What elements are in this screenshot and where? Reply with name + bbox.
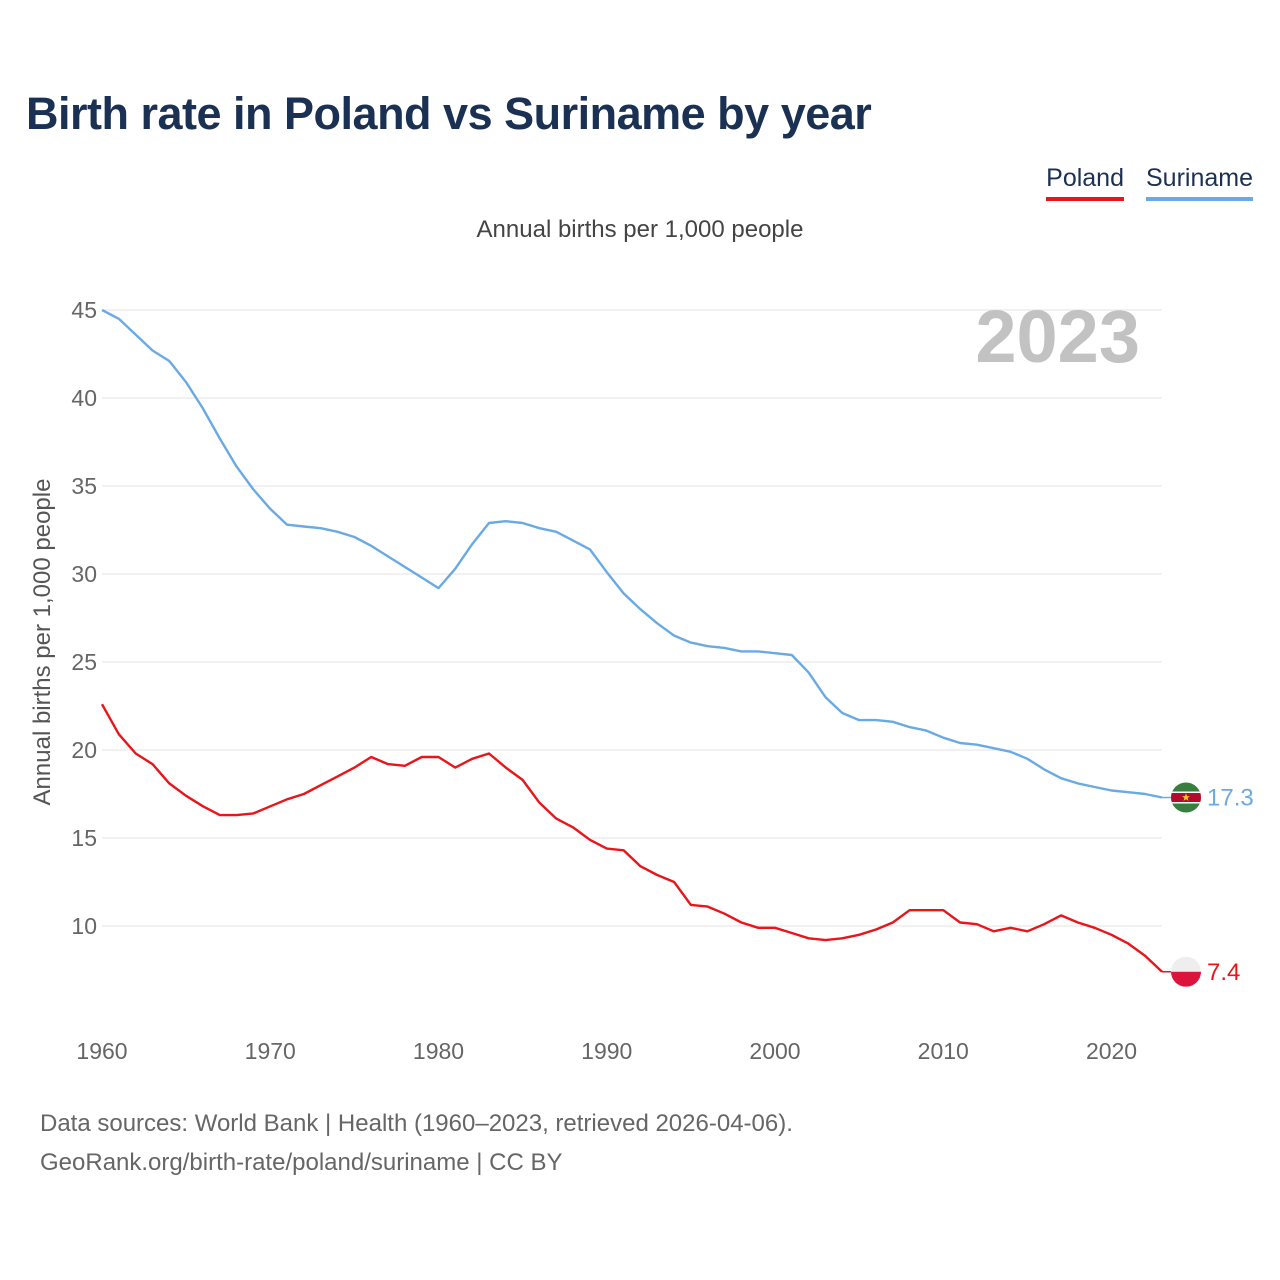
chart-title: Birth rate in Poland vs Suriname by year [26,88,872,139]
star-icon [1182,793,1190,801]
flag-body [1171,956,1201,987]
y-tick-label: 30 [71,561,97,587]
legend-item-suriname[interactable]: Suriname [1146,164,1253,201]
x-tick-label: 1960 [76,1038,127,1064]
y-tick-label: 10 [71,913,97,939]
axis-ticks: 10 15 20 25 30 35 40 45 1960 1970 1980 1990 2000 2010… [71,297,1137,1064]
series-line-poland[interactable] [100,703,1163,973]
poland-flag-icon [1162,956,1201,987]
y-tick-label: 35 [71,473,97,499]
data-source-note: Data sources: World Bank | Health (1960–… [40,1110,793,1137]
end-value-label-poland: 7.4 [1207,959,1240,986]
end-value-label-suriname: 17.3 [1207,785,1254,812]
footer: Data sources: World Bank | Health (1960–… [40,1104,793,1182]
suriname-flag-icon [1162,782,1201,813]
x-tick-label: 1970 [245,1038,296,1064]
y-tick-label: 45 [71,297,97,323]
gridlines [102,309,1162,927]
x-tick-label: 1980 [413,1038,464,1064]
series-lines [100,308,1163,973]
year-watermark: 2023 [975,295,1140,378]
x-tick-label: 2010 [918,1038,969,1064]
legend: Poland Suriname [1046,164,1253,201]
y-tick-label: 40 [71,385,97,411]
y-tick-label: 20 [71,737,97,763]
y-axis-label: Annual births per 1,000 people [29,479,56,806]
series-line-suriname[interactable] [101,308,1163,799]
flag-body [1171,782,1201,813]
y-tick-label: 25 [71,649,97,675]
y-tick-label: 15 [71,825,97,851]
x-tick-label: 1990 [581,1038,632,1064]
x-tick-label: 2020 [1086,1038,1137,1064]
legend-item-poland[interactable]: Poland [1046,164,1124,201]
source-url[interactable]: GeoRank.org/birth-rate/poland/suriname |… [40,1149,563,1176]
x-tick-label: 2000 [749,1038,800,1064]
chart-subtitle: Annual births per 1,000 people [476,216,804,243]
